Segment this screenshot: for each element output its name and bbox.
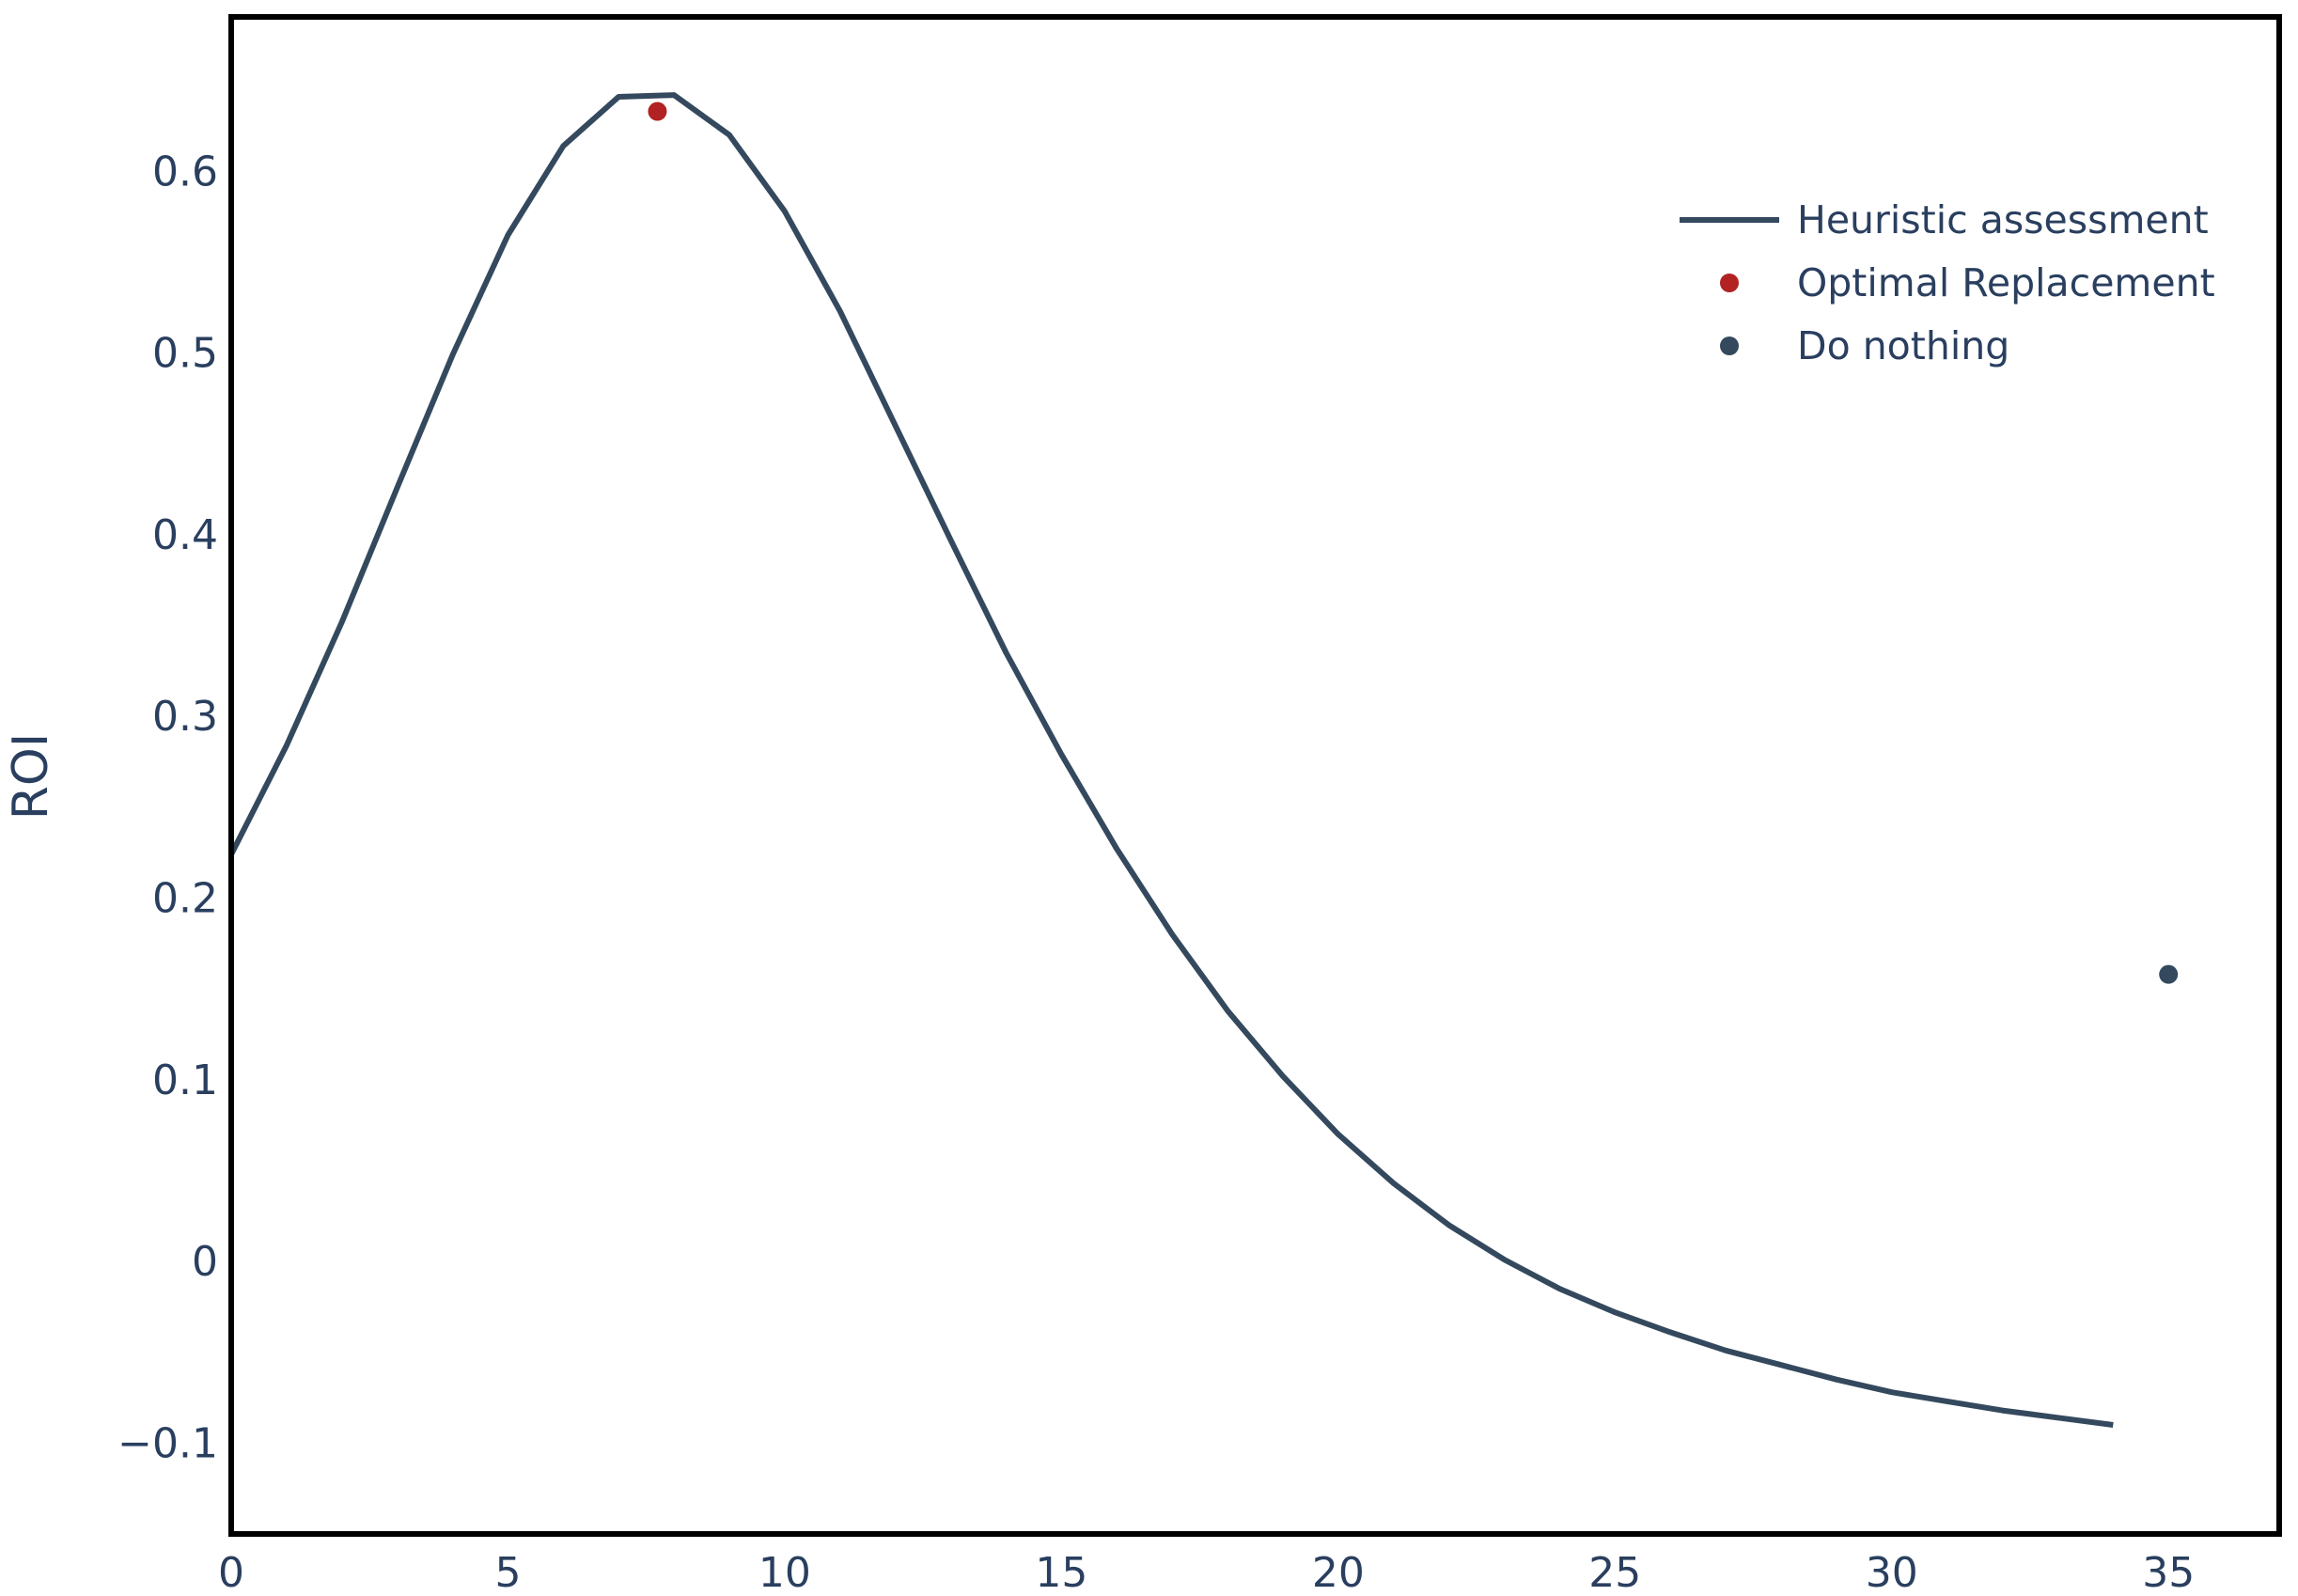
optimal-replacement-point [648, 102, 667, 121]
legend-label: Optimal Replacement [1797, 260, 2215, 305]
x-tick-label: 5 [494, 1549, 521, 1596]
x-tick-label: 10 [758, 1549, 811, 1596]
plot-area [228, 92, 2179, 1428]
y-tick-label: 0 [192, 1238, 218, 1286]
legend-item-do-nothing: Do nothing [1720, 323, 2009, 368]
do-nothing-point [2159, 964, 2179, 984]
x-tick-label: 30 [1866, 1549, 1918, 1596]
y-tick-label: 0.5 [152, 330, 218, 378]
x-axis-ticks: 0 5 10 15 20 25 30 35 [218, 1549, 2195, 1596]
y-tick-label: 0.2 [152, 874, 218, 922]
x-tick-label: 0 [218, 1549, 244, 1596]
legend-item-heuristic-assessment: Heuristic assessment [1680, 197, 2209, 243]
legend-label: Heuristic assessment [1797, 197, 2209, 243]
y-tick-label: 0.4 [152, 511, 218, 559]
legend-item-optimal-replacement: Optimal Replacement [1720, 260, 2215, 305]
x-tick-label: 25 [1588, 1549, 1641, 1596]
y-tick-label: 0.6 [152, 148, 218, 196]
x-tick-label: 15 [1035, 1549, 1087, 1596]
legend: Heuristic assessment Optimal Replacement D… [1680, 197, 2215, 368]
y-axis-title: ROI [3, 733, 59, 820]
legend-swatch [1720, 274, 1739, 292]
legend-swatch [1720, 336, 1739, 355]
y-tick-label: −0.1 [117, 1419, 218, 1467]
y-tick-label: 0.3 [152, 693, 218, 741]
heuristic-assessment-line [228, 92, 2114, 1428]
plot-frame [228, 14, 2282, 1537]
y-tick-label: 0.1 [152, 1056, 218, 1104]
y-axis-ticks: −0.1 0 0.1 0.2 0.3 0.4 0.5 0.6 [117, 148, 218, 1467]
x-tick-label: 35 [2142, 1549, 2195, 1596]
x-tick-label: 20 [1312, 1549, 1365, 1596]
legend-label: Do nothing [1797, 323, 2009, 368]
